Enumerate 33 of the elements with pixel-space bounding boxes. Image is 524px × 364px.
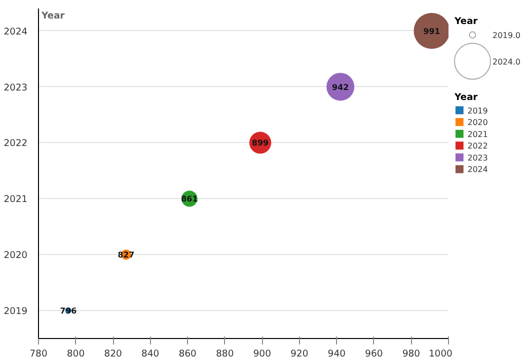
legend-label: 2024 xyxy=(468,165,488,174)
annotation: 942 xyxy=(332,82,349,92)
y-tick-label: 2020 xyxy=(4,250,28,262)
x-tick-label: 780 xyxy=(30,348,48,360)
y-tick-label: 2021 xyxy=(4,194,28,206)
y-tick-label: 2024 xyxy=(4,26,28,38)
x-tick-label: 920 xyxy=(290,348,308,360)
legend-label: 2023 xyxy=(468,153,488,162)
legend-title: Year xyxy=(454,16,478,27)
text: Year xyxy=(454,92,478,104)
y-tick-label: 2022 xyxy=(4,138,28,150)
x-tick-label: 860 xyxy=(178,348,197,360)
annotation: 861 xyxy=(181,194,198,204)
y-tick-label: 2023 xyxy=(4,82,28,94)
x-tick-label: 800 xyxy=(66,348,85,360)
y-axis-title: Year xyxy=(40,10,66,22)
annotation: 991 xyxy=(423,26,441,36)
x-tick-label: 980 xyxy=(402,348,420,360)
x-tick-label: 820 xyxy=(104,348,122,360)
x-tick-label: 940 xyxy=(328,348,346,360)
legend-label: 2024.0 xyxy=(492,57,520,66)
x-tick-label: 840 xyxy=(141,348,160,360)
x-tick-label: 960 xyxy=(365,348,383,360)
annotation: 899 xyxy=(252,138,270,148)
legend-label: 2019 xyxy=(468,106,488,116)
y-tick-label: 2019 xyxy=(4,306,28,318)
legend-label: 2019.0 xyxy=(492,30,520,40)
x-tick-label: 1000 xyxy=(428,348,453,360)
x-tick-label: 900 xyxy=(253,348,272,360)
legend-label: 2021 xyxy=(468,130,488,139)
legend-label: 2022 xyxy=(468,142,488,151)
legend-label: 2020 xyxy=(468,118,488,128)
x-tick-label: 880 xyxy=(216,348,234,360)
